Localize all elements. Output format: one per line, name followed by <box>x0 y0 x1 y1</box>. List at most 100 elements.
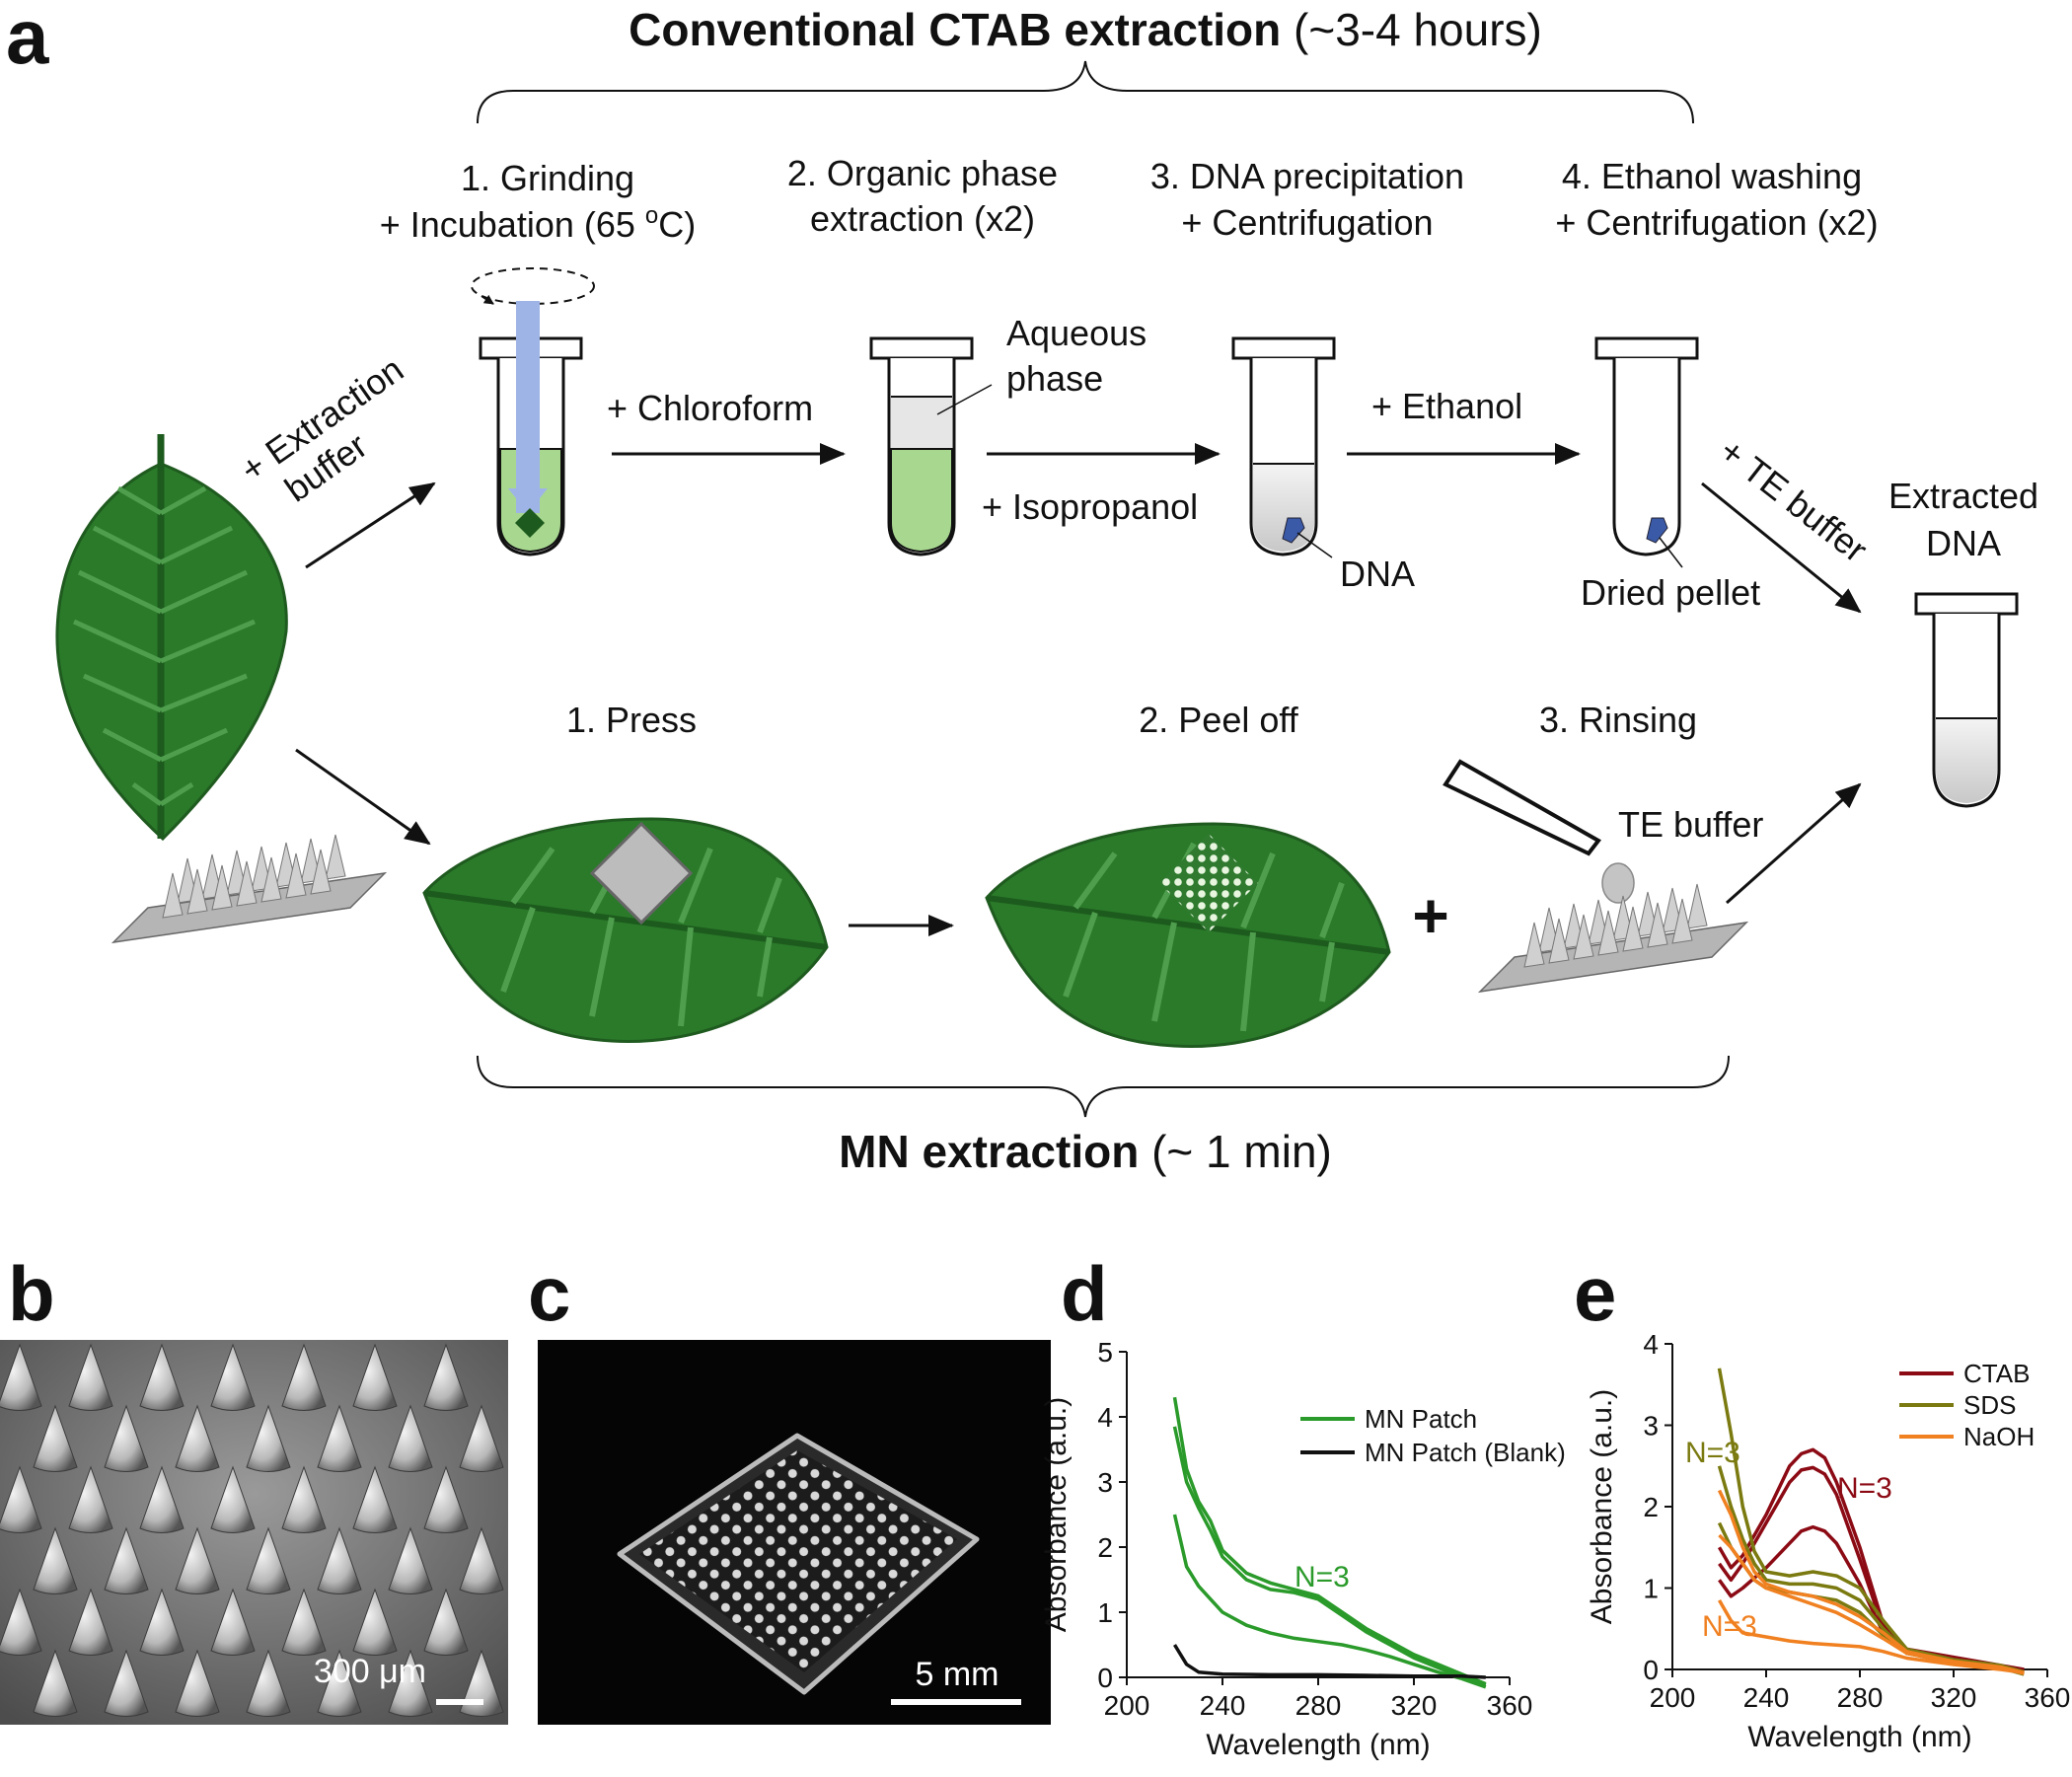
extracted-dna-label-1: Extracted <box>1888 476 2038 516</box>
scale-label-b: 300 μm <box>314 1653 426 1690</box>
ctab-title: Conventional CTAB extraction (~3-4 hours… <box>629 4 1542 55</box>
pipette-icon <box>1443 759 1601 856</box>
ctab-step-4-line2: + Centrifugation (x2) <box>1555 202 1878 243</box>
x-tick-label: 240 <box>1200 1690 1246 1721</box>
panel-label-a: a <box>6 0 49 80</box>
sem-cone <box>175 1649 220 1717</box>
sem-cone <box>246 1526 291 1594</box>
mn-step-2: 2. Peel off <box>1139 700 1298 740</box>
annotation-label: N=3 <box>1685 1437 1740 1469</box>
tube-organic-icon <box>869 336 974 556</box>
arrow-rinse-to-final <box>1726 782 1862 905</box>
sem-cone <box>175 1404 220 1472</box>
mn-patch-rinse-icon <box>1477 883 1749 994</box>
ctab-step-2-line2: extraction (x2) <box>810 198 1035 239</box>
sem-cone <box>352 1588 398 1656</box>
te-buffer-label: TE buffer <box>1618 804 1763 845</box>
droplet-icon <box>1601 862 1635 904</box>
legend-label: CTAB <box>1963 1359 2030 1388</box>
sem-cone <box>317 1404 362 1472</box>
chart-e: 200 240 280 320 360 0 1 2 3 4 Wavelength (nm) Absor… <box>1586 1329 2070 1753</box>
sem-cone <box>0 1588 42 1656</box>
y-tick-label: 3 <box>1643 1411 1659 1442</box>
x-tick-label: 360 <box>1487 1690 1533 1721</box>
x-tick-label: 200 <box>1104 1690 1150 1721</box>
axis-lines <box>1126 1352 1510 1678</box>
series-line <box>1172 1396 1487 1686</box>
sem-cone <box>104 1526 149 1594</box>
mn-step-3: 3. Rinsing <box>1539 700 1697 740</box>
sem-cone <box>0 1343 42 1411</box>
x-tick-label: 360 <box>2025 1682 2071 1713</box>
sem-cone <box>104 1649 149 1717</box>
sem-cone <box>210 1465 256 1533</box>
tube-washing-icon <box>1594 336 1699 556</box>
aqueous-phase-pointer <box>936 384 993 415</box>
leaf-press-icon <box>422 817 829 1044</box>
sem-cones <box>0 1343 504 1717</box>
arrow-leaf-to-tube1 <box>305 481 436 569</box>
ctab-title-bold: Conventional CTAB extraction <box>629 4 1281 55</box>
ctab-brace <box>477 60 1694 124</box>
sem-cone <box>388 1526 433 1594</box>
y-tick-label: 4 <box>1643 1329 1659 1360</box>
dna-label: DNA <box>1340 554 1415 594</box>
sem-cone <box>0 1465 42 1533</box>
sem-cone <box>281 1588 327 1656</box>
x-tick-label: 200 <box>1650 1682 1696 1713</box>
legend-label: NaOH <box>1963 1422 2035 1451</box>
sem-cone <box>139 1465 185 1533</box>
x-tick-label: 280 <box>1295 1690 1342 1721</box>
y-tick-label: 4 <box>1097 1402 1113 1433</box>
y-tick-label: 5 <box>1097 1337 1113 1368</box>
annotation-label: N=3 <box>1295 1561 1350 1593</box>
sem-cone <box>139 1343 185 1411</box>
tube-precipitation-icon <box>1231 336 1336 556</box>
mn-title-rest: (~ 1 min) <box>1139 1126 1332 1177</box>
sem-cone <box>317 1526 362 1594</box>
extracted-dna-label-2: DNA <box>1926 523 2001 563</box>
sem-cone <box>210 1343 256 1411</box>
arrow-tube4-to-final <box>1701 481 1862 614</box>
sem-cone <box>139 1588 185 1656</box>
series-line <box>1717 1368 2025 1674</box>
sem-cone <box>317 1649 362 1717</box>
sem-cone <box>388 1404 433 1472</box>
chloroform-label: + Chloroform <box>607 388 813 428</box>
ctab-title-rest: (~3-4 hours) <box>1281 4 1542 55</box>
y-tick-label: 3 <box>1097 1467 1113 1498</box>
sem-cone <box>68 1465 113 1533</box>
mn-title-bold: MN extraction <box>839 1126 1139 1177</box>
y-tick-label: 0 <box>1643 1655 1659 1685</box>
sem-cone <box>246 1404 291 1472</box>
sem-image: 300 μm <box>0 1340 508 1725</box>
plus-sign: + <box>1412 880 1448 951</box>
y-tick-label: 0 <box>1097 1663 1113 1693</box>
tube-final-dna-icon <box>1914 592 2019 808</box>
ctab-step-1: 1. Grinding + Incubation (65 oC) <box>380 158 697 245</box>
mn-title: MN extraction (~ 1 min) <box>839 1126 1332 1177</box>
sem-cone <box>246 1649 291 1717</box>
sem-cone <box>423 1343 469 1411</box>
sem-cone <box>352 1465 398 1533</box>
sem-cone <box>423 1465 469 1533</box>
y-axis-label: Absorbance (a.u.) <box>1586 1389 1618 1624</box>
sem-cone <box>423 1588 469 1656</box>
ethanol-label: + Ethanol <box>1371 386 1522 426</box>
sem-cone <box>459 1526 504 1594</box>
sem-cone <box>68 1588 113 1656</box>
series-line <box>1172 1426 1487 1687</box>
x-axis-label: Wavelength (nm) <box>1206 1729 1430 1761</box>
mn-patch-icon <box>111 834 388 944</box>
mn-photo: 5 mm <box>538 1340 1051 1725</box>
scale-bar-c <box>891 1699 1021 1705</box>
isopropanol-label: + Isopropanol <box>982 486 1198 527</box>
ctab-step-4-line1: 4. Ethanol washing <box>1562 156 1862 196</box>
y-tick-label: 1 <box>1643 1574 1659 1604</box>
annotation-label: N=3 <box>1702 1610 1757 1643</box>
sem-cone <box>281 1465 327 1533</box>
panel-label-e: e <box>1574 1250 1616 1337</box>
sem-cone <box>33 1526 78 1594</box>
y-tick-label: 1 <box>1097 1597 1113 1628</box>
